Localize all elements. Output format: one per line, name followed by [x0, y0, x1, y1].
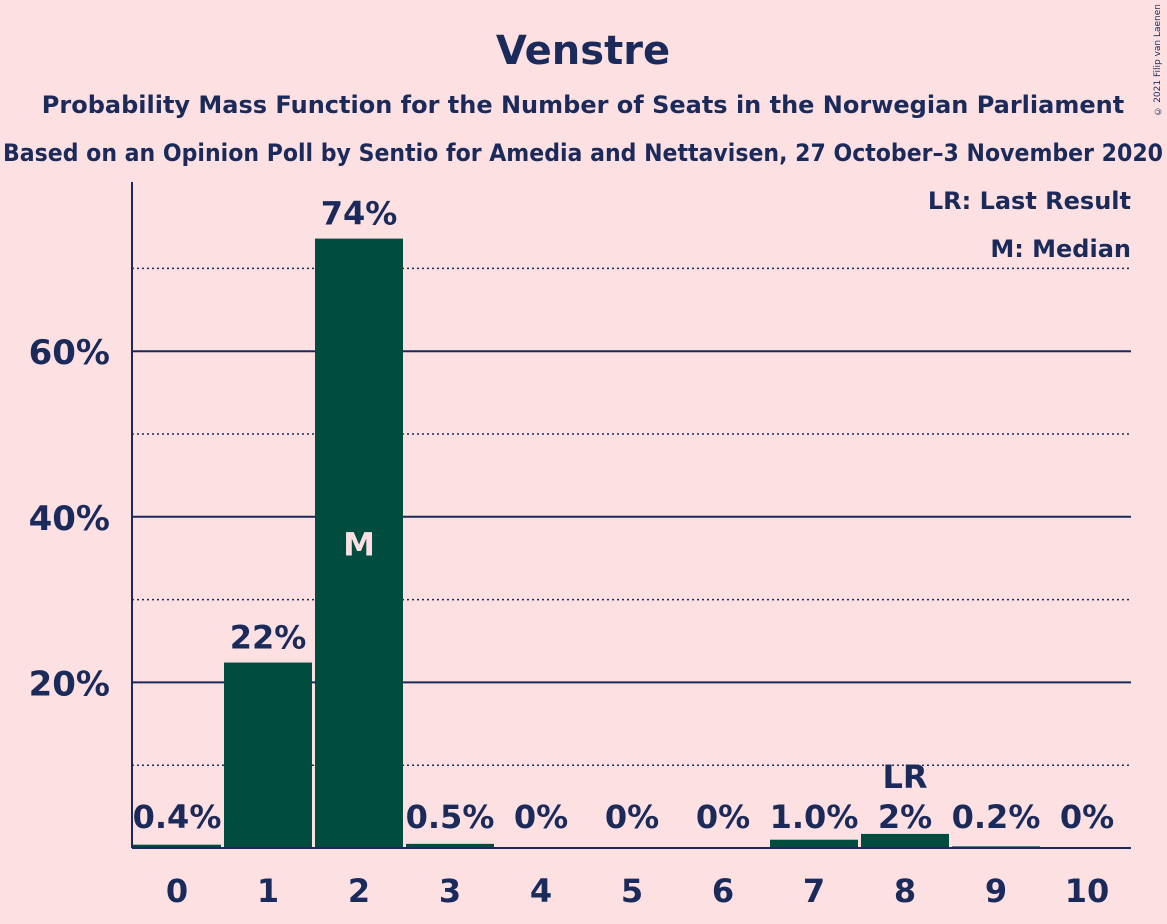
y-tick-label: 40% [29, 499, 110, 539]
chart-subtitle-2: Based on an Opinion Poll by Sentio for A… [3, 139, 1163, 167]
x-tick-label: 6 [712, 872, 734, 910]
data-label: 22% [230, 619, 307, 657]
axes [131, 182, 1131, 849]
data-label: 0.2% [952, 798, 1041, 836]
x-tick-label: 9 [985, 872, 1007, 910]
data-label: 1.0% [770, 798, 859, 836]
legend-median: M: Median [990, 235, 1131, 263]
data-label: 74% [321, 195, 398, 233]
data-label: 0.4% [133, 798, 222, 836]
bar [406, 843, 494, 848]
x-tick-label: 7 [803, 872, 825, 910]
x-tick-label: 2 [348, 872, 370, 910]
x-tick-label: 10 [1065, 872, 1110, 910]
chart-subtitle: Probability Mass Function for the Number… [42, 91, 1124, 119]
data-label: 0.5% [406, 798, 495, 836]
x-tick-label: 0 [166, 872, 188, 910]
bar [770, 839, 858, 848]
bar [861, 833, 949, 848]
x-tick-label: 1 [257, 872, 279, 910]
x-tick-label: 4 [530, 872, 552, 910]
x-tick-label: 3 [439, 872, 461, 910]
chart-title: Venstre [496, 28, 670, 74]
bar [133, 844, 221, 848]
last-result-marker: LR [882, 758, 927, 796]
gridlines: 20% 40% 60% [29, 267, 1131, 766]
data-label: 0% [514, 798, 568, 836]
legend-last-result: LR: Last Result [928, 187, 1131, 215]
bars [133, 238, 1040, 849]
median-marker: M [343, 525, 375, 563]
bar [224, 662, 312, 848]
data-label: 0% [605, 798, 659, 836]
y-tick-label: 60% [29, 333, 110, 373]
y-tick-label: 20% [29, 664, 110, 704]
data-label: 0% [1060, 798, 1114, 836]
bar [315, 238, 403, 849]
x-tick-label: 5 [621, 872, 643, 910]
data-label: 0% [696, 798, 750, 836]
copyright-notice: © 2021 Filip van Laenen [1153, 4, 1163, 116]
data-label: 2% [878, 798, 932, 836]
bar-labels: 0.4% 0 22% 1 74% 2 M 0.5% 3 0% 4 0% 5 0% 6 1.0% 7 2% 8 LR 0.… [133, 195, 1115, 910]
x-tick-label: 8 [894, 872, 916, 910]
